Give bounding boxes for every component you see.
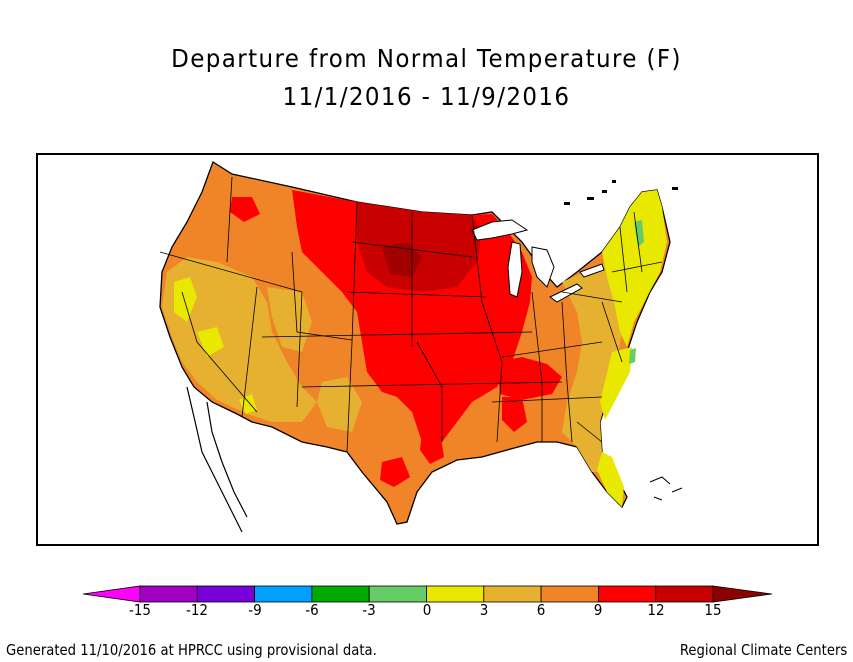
anomaly-12-15-dakotas: [357, 202, 482, 292]
anomaly-0-3-arizona: [239, 394, 257, 414]
anomaly-3-6-newmexico: [317, 377, 362, 432]
legend-tick: -6: [305, 601, 319, 619]
anomaly-9-12-mississippi: [502, 397, 527, 432]
date-range: 11/1/2016 - 11/9/2016: [282, 82, 571, 111]
anomaly-9-12-texas-blobs: [380, 457, 410, 487]
lake-michigan: [507, 241, 523, 298]
legend-tick: 3: [479, 601, 489, 619]
anomaly-neg3-0-outerbanks: [629, 348, 636, 364]
anomaly-0-3-florida: [597, 452, 624, 507]
anomaly-3-6-east: [562, 257, 627, 472]
state-borders: [159, 176, 663, 453]
anomaly-9-12-tennessee: [497, 357, 562, 400]
anomaly-3-6-west: [162, 257, 317, 422]
anomaly-neg3-0-maine: [634, 220, 644, 247]
legend-tick: 12: [647, 601, 665, 619]
lake-superior: [471, 219, 529, 241]
us-temperature-map: [159, 161, 683, 533]
baja-california-outline: [186, 386, 243, 533]
baja-california-outline-east: [206, 401, 248, 518]
generated-note: Generated 11/10/2016 at HPRCC using prov…: [6, 641, 377, 659]
anomaly-3-6-utah: [267, 287, 312, 352]
lake-ontario: [579, 263, 605, 278]
lake-huron: [531, 246, 555, 288]
map-panel: [36, 153, 819, 546]
legend-bin-neg15-neg12: [139, 585, 198, 603]
legend-bin-3-6: [483, 585, 542, 603]
legend-bin-neg12-neg9: [196, 585, 256, 603]
map-title: Departure from Normal Temperature (F): [171, 44, 682, 73]
legend-bin-0-3: [426, 585, 485, 603]
legend-bin-9-12: [598, 585, 657, 603]
source-credit: Regional Climate Centers: [679, 641, 847, 659]
legend-tick: 0: [422, 601, 432, 619]
legend-tick: -3: [362, 601, 376, 619]
legend-tick: 9: [593, 601, 603, 619]
legend-bin-neg3-0: [368, 585, 427, 603]
legend-arrow-min: [82, 585, 141, 603]
anomaly-9-12-texas-blob2: [420, 432, 444, 464]
anomaly-0-3-nevada: [197, 327, 224, 357]
legend-tick: -15: [128, 601, 152, 619]
anomaly-0-3-california: [174, 277, 197, 322]
anomaly-0-3-northeast: [602, 190, 667, 347]
legend-arrow-max: [712, 585, 773, 603]
bahamas-fragments: [649, 476, 683, 501]
legend-bin-12-15: [655, 585, 714, 603]
legend-bin-neg6-neg3: [311, 585, 370, 603]
legend-tick: -12: [185, 601, 209, 619]
legend-tick: 15: [704, 601, 722, 619]
anomaly-0-3-carolinas: [600, 347, 632, 420]
canada-coast-fragments: [564, 180, 678, 205]
legend-tick: 6: [536, 601, 546, 619]
legend-bin-neg9-neg6: [254, 585, 313, 603]
legend-bin-6-9: [540, 585, 599, 603]
legend-tick: -9: [248, 601, 262, 619]
anomaly-9-12-pnw: [230, 197, 260, 222]
